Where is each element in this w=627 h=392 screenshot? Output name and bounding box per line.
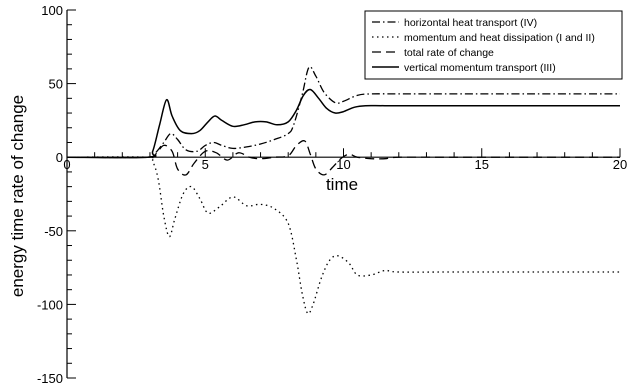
legend: horizontal heat transport (IV) momentum a… [364, 10, 623, 80]
x-tick-label: 0 [63, 157, 70, 172]
y-tick-label: -50 [44, 224, 63, 239]
x-tick-label: 15 [475, 157, 489, 172]
plot-area [66, 66, 620, 315]
y-tick-label: -100 [37, 297, 63, 312]
legend-box [364, 10, 623, 80]
x-tick-label: 20 [613, 157, 627, 172]
series-line-4 [66, 88, 620, 159]
y-tick-label: -150 [37, 371, 63, 386]
legend-entry: horizontal heat transport (IV) [404, 17, 537, 29]
legend-entry: total rate of change [404, 47, 494, 59]
y-tick-label: 100 [41, 3, 63, 18]
y-tick-label: 50 [49, 77, 63, 92]
series-line-2 [66, 156, 620, 315]
axes: -150 -100 -50 0 50 100 0 5 10 15 20 [37, 3, 627, 386]
series-line-1 [66, 66, 620, 159]
legend-entry: momentum and heat dissipation (I and II) [404, 32, 595, 44]
legend-entry: vertical momentum transport (III) [404, 62, 556, 74]
series-line-3 [66, 140, 620, 176]
x-axis-label: time [326, 175, 358, 194]
x-tick-label: 10 [336, 157, 350, 172]
x-tick-label: 5 [202, 157, 209, 172]
y-tick-label: 0 [56, 150, 63, 165]
y-axis-label: energy time rate of change [8, 95, 27, 297]
